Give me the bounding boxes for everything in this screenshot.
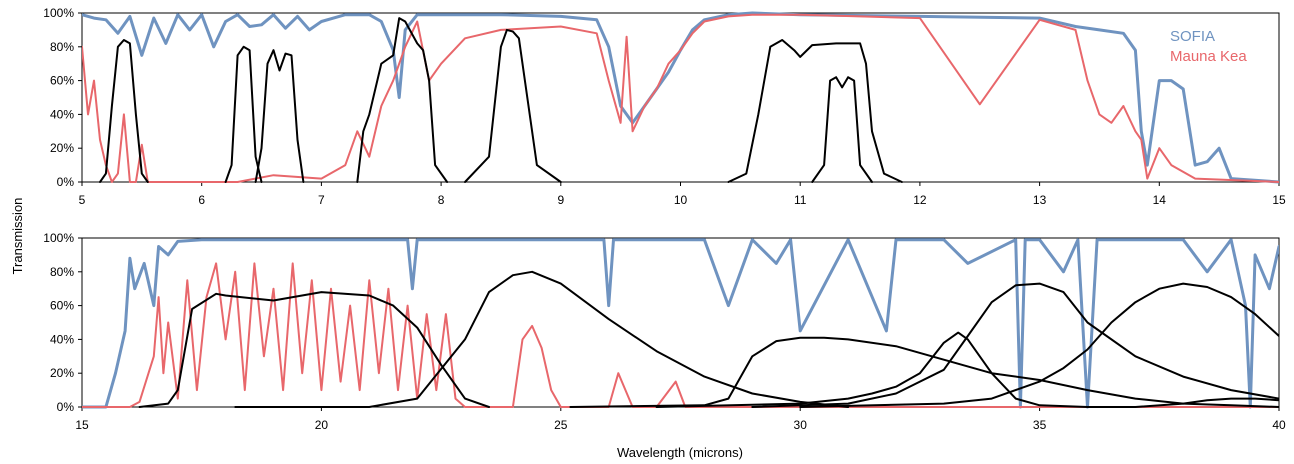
x-tick-label: 10 <box>674 193 688 207</box>
x-tick-label: 5 <box>79 193 86 207</box>
filter-curve <box>799 282 1279 408</box>
y-tick-label: 20% <box>50 366 74 380</box>
x-tick-label: 20 <box>315 418 329 432</box>
filter-curve <box>751 282 1279 408</box>
x-tick-label: 7 <box>318 193 325 207</box>
plot-frame <box>81 12 1280 183</box>
x-tick-label: 15 <box>1272 193 1286 207</box>
plot-frame <box>81 237 1280 408</box>
x-tick-label: 13 <box>1033 193 1047 207</box>
y-tick-label: 60% <box>50 74 74 88</box>
y-tick-label: 40% <box>50 107 74 121</box>
y-tick-label: 100% <box>43 231 74 245</box>
sofia-transmission-line <box>82 238 1279 409</box>
filter-curve <box>655 331 1089 408</box>
y-tick-label: 60% <box>50 299 74 313</box>
x-tick-label: 6 <box>198 193 205 207</box>
filter-curve <box>727 39 903 183</box>
y-tick-label: 80% <box>50 265 74 279</box>
filter-curve <box>224 45 263 183</box>
y-tick-label: 40% <box>50 332 74 346</box>
y-axis-label: Transmission <box>10 198 25 275</box>
x-axis-label: Wavelength (microns) <box>617 445 743 460</box>
filter-curve <box>569 336 1279 408</box>
filter-curve <box>254 49 305 183</box>
x-tick-label: 8 <box>438 193 445 207</box>
x-tick-label: 12 <box>913 193 927 207</box>
sofia-transmission-line <box>82 11 1279 184</box>
legend-mauna-kea: Mauna Kea <box>1170 48 1247 65</box>
filter-curve <box>356 17 449 183</box>
x-tick-label: 15 <box>75 418 89 432</box>
filter-curve <box>234 270 850 408</box>
filter-curve <box>464 28 562 183</box>
legend: SOFIA Mauna Kea <box>1170 28 1247 65</box>
x-tick-label: 30 <box>794 418 808 432</box>
x-tick-label: 35 <box>1033 418 1047 432</box>
filter-curve <box>1086 397 1279 408</box>
y-tick-label: 80% <box>50 40 74 54</box>
panel-mid-ir: 0% 20% 40% 60% 80% 100% 5 6 7 8 9 10 11 12 13 14 15 <box>43 6 1286 207</box>
filter-curve <box>99 39 149 183</box>
x-tick-label: 9 <box>557 193 564 207</box>
y-tick-label: 0% <box>57 175 75 189</box>
x-tick-label: 25 <box>554 418 568 432</box>
x-tick-label: 11 <box>794 193 807 207</box>
mauna-kea-transmission-line <box>82 13 1279 183</box>
x-tick-label: 40 <box>1272 418 1286 432</box>
legend-sofia: SOFIA <box>1170 28 1215 45</box>
y-tick-label: 20% <box>50 141 74 155</box>
y-tick-label: 100% <box>43 6 74 20</box>
filter-curve <box>811 76 873 183</box>
x-tick-label: 14 <box>1153 193 1167 207</box>
y-tick-label: 0% <box>57 400 75 414</box>
panel-far-ir: 0% 20% 40% 60% 80% 100% 15 20 25 30 35 40 <box>43 231 1286 432</box>
filter-curve <box>138 291 490 408</box>
